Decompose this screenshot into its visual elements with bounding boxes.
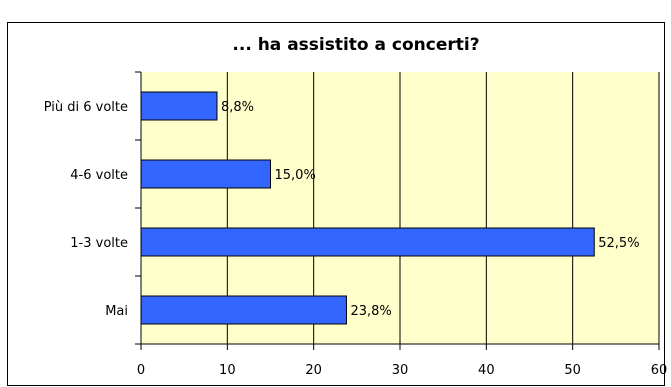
x-tick-label: 60 xyxy=(651,363,668,378)
x-tick-label: 40 xyxy=(478,363,495,378)
gridlines xyxy=(226,72,660,344)
bar-2 xyxy=(140,227,595,257)
x-tick-label: 30 xyxy=(392,363,409,378)
data-label: 23,8% xyxy=(350,304,391,319)
category-label: Più di 6 volte xyxy=(44,100,128,115)
x-tick-label: 10 xyxy=(219,363,236,378)
labels: 0 10 20 30 40 50 60 Più di 6 volte 8,8% 4-6 volte… xyxy=(44,100,668,378)
bar-0 xyxy=(140,91,218,121)
chart-title: ... ha assistito a concerti? xyxy=(232,35,479,55)
data-label: 52,5% xyxy=(598,236,639,251)
category-label: Mai xyxy=(105,304,128,319)
axes xyxy=(135,71,660,350)
bars xyxy=(140,91,595,325)
bar-3 xyxy=(140,295,347,325)
category-label: 1-3 volte xyxy=(70,236,128,251)
category-label: 4-6 volte xyxy=(70,168,128,183)
data-label: 8,8% xyxy=(221,100,254,115)
data-label: 15,0% xyxy=(275,168,316,183)
x-tick-label: 0 xyxy=(137,363,145,378)
x-tick-label: 20 xyxy=(305,363,322,378)
x-tick-label: 50 xyxy=(564,363,581,378)
bar-1 xyxy=(140,159,271,189)
